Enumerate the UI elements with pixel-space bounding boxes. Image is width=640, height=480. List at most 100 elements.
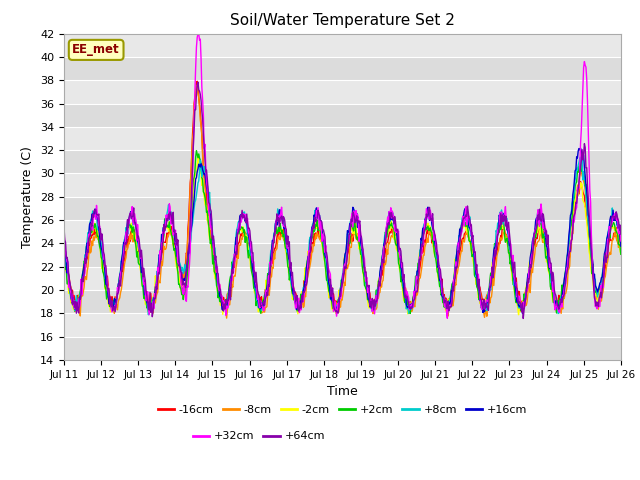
Text: EE_met: EE_met	[72, 43, 120, 56]
Line: +2cm: +2cm	[64, 151, 621, 313]
+2cm	[193, 148, 200, 154]
-16cm	[193, 78, 201, 84]
Bar	[64, 197, 621, 220]
-16cm	[184, 226, 192, 232]
+64cm	[214, 271, 222, 276]
+2cm	[184, 265, 192, 271]
+8cm	[577, 155, 584, 160]
-16cm	[517, 308, 525, 314]
+2cm	[127, 223, 135, 229]
-8cm	[214, 282, 222, 288]
-2cm	[184, 271, 192, 276]
-16cm	[127, 228, 135, 233]
-2cm	[428, 227, 435, 233]
X-axis label: Time: Time	[327, 385, 358, 398]
Title: Soil/Water Temperature Set 2: Soil/Water Temperature Set 2	[230, 13, 455, 28]
+32cm	[60, 231, 68, 237]
+8cm	[411, 288, 419, 293]
-16cm	[70, 293, 78, 299]
+32cm	[444, 315, 451, 321]
+64cm	[520, 315, 527, 321]
+16cm	[444, 313, 451, 319]
+16cm	[577, 145, 584, 151]
Y-axis label: Temperature (C): Temperature (C)	[22, 146, 35, 248]
-8cm	[428, 236, 436, 242]
+16cm	[127, 210, 135, 216]
Bar	[64, 267, 621, 290]
-2cm	[214, 288, 222, 294]
+8cm	[70, 304, 78, 310]
Bar	[64, 243, 621, 267]
-8cm	[412, 297, 419, 302]
+64cm	[70, 298, 78, 304]
Bar	[64, 104, 621, 127]
Bar	[64, 34, 621, 57]
-16cm	[617, 247, 625, 253]
+64cm	[60, 224, 68, 229]
+8cm	[145, 312, 152, 318]
-2cm	[70, 307, 78, 313]
Line: -2cm: -2cm	[64, 156, 621, 315]
-2cm	[194, 154, 202, 159]
Bar	[64, 313, 621, 336]
-2cm	[411, 289, 419, 295]
+2cm	[412, 273, 419, 279]
-8cm	[617, 243, 625, 249]
+64cm	[184, 252, 192, 257]
+64cm	[428, 216, 435, 222]
-8cm	[60, 244, 68, 250]
+8cm	[185, 252, 193, 258]
-8cm	[193, 82, 201, 88]
-16cm	[428, 228, 435, 234]
+32cm	[428, 212, 435, 218]
Bar	[64, 336, 621, 360]
Bar	[64, 57, 621, 80]
Bar	[64, 220, 621, 243]
+64cm	[411, 296, 419, 301]
+8cm	[428, 215, 435, 221]
+2cm	[60, 255, 68, 261]
Bar	[64, 173, 621, 197]
+64cm	[194, 79, 202, 85]
Bar	[64, 80, 621, 104]
+32cm	[617, 238, 625, 244]
-2cm	[617, 251, 625, 257]
+16cm	[70, 303, 78, 309]
+32cm	[214, 280, 222, 286]
Line: +32cm: +32cm	[64, 34, 621, 318]
Line: -16cm: -16cm	[64, 81, 621, 311]
+64cm	[127, 216, 135, 221]
Legend: +32cm, +64cm: +32cm, +64cm	[188, 427, 330, 446]
+32cm	[127, 213, 135, 219]
+16cm	[617, 243, 625, 249]
-8cm	[70, 305, 78, 311]
+2cm	[617, 252, 625, 257]
+8cm	[617, 238, 625, 244]
-2cm	[515, 312, 522, 318]
Line: +16cm: +16cm	[64, 148, 621, 316]
Line: +64cm: +64cm	[64, 82, 621, 318]
Bar	[64, 290, 621, 313]
+8cm	[60, 246, 68, 252]
Line: -8cm: -8cm	[64, 85, 621, 318]
+2cm	[406, 311, 414, 316]
-2cm	[127, 220, 135, 226]
+16cm	[426, 214, 434, 219]
-16cm	[60, 242, 68, 248]
+8cm	[127, 214, 135, 219]
-8cm	[127, 229, 135, 235]
-8cm	[223, 315, 230, 321]
+16cm	[184, 252, 192, 258]
Bar	[64, 150, 621, 173]
+32cm	[70, 303, 78, 309]
+16cm	[410, 291, 418, 297]
+2cm	[428, 230, 436, 236]
-8cm	[184, 233, 192, 239]
Bar	[64, 127, 621, 150]
+16cm	[60, 243, 68, 249]
+2cm	[70, 301, 78, 307]
+32cm	[411, 294, 419, 300]
Line: +8cm: +8cm	[64, 157, 621, 315]
+64cm	[617, 231, 625, 237]
-16cm	[214, 280, 222, 286]
